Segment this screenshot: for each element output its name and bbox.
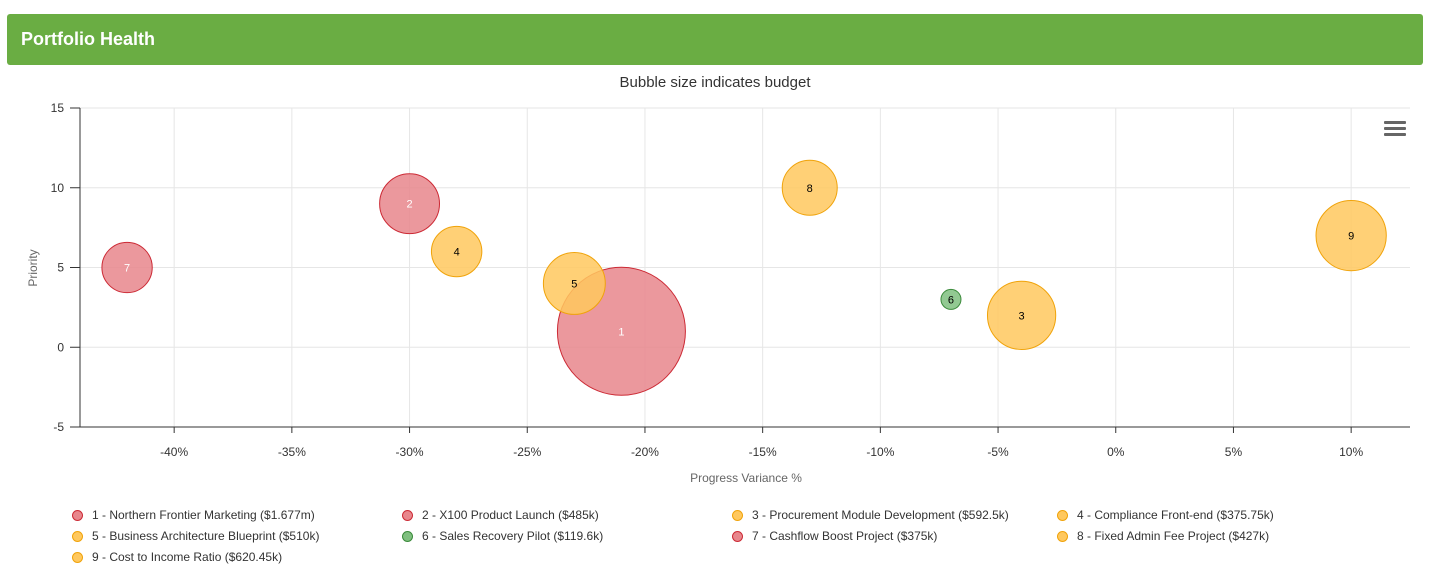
legend-label: 3 - Procurement Module Development ($592… (752, 508, 1009, 522)
legend-item-2[interactable]: 2 - X100 Product Launch ($485k) (402, 508, 599, 522)
legend-label: 9 - Cost to Income Ratio ($620.45k) (92, 550, 283, 564)
legend-label: 5 - Business Architecture Blueprint ($51… (92, 529, 320, 543)
x-tick-label: -20% (631, 445, 659, 459)
chart-axes: -40% -35% -30% -25% -20% -15% -10% -5% 0% 5% 10% -5… (51, 101, 1410, 459)
bubble-label: 5 (571, 278, 577, 290)
bubble-label: 2 (406, 199, 412, 211)
legend-swatch (72, 530, 83, 542)
legend-item-4[interactable]: 4 - Compliance Front-end ($375.75k) (1057, 508, 1274, 522)
legend-swatch (732, 530, 743, 542)
legend-item-5[interactable]: 5 - Business Architecture Blueprint ($51… (72, 529, 319, 543)
bubble-circle[interactable] (379, 173, 441, 235)
x-tick-label: 0% (1107, 445, 1125, 459)
legend-row: 1 - Northern Frontier Marketing ($1.677m… (72, 508, 1412, 529)
x-tick-label: 10% (1339, 445, 1363, 459)
hamburger-menu-icon[interactable] (1383, 120, 1407, 140)
bubble-label: 1 (618, 326, 624, 338)
y-tick-label: 5 (57, 261, 64, 275)
bubble-label: 9 (1348, 231, 1354, 243)
y-tick-label: 15 (51, 101, 65, 115)
legend-row: 5 - Business Architecture Blueprint ($51… (72, 529, 1412, 550)
y-tick-label: -5 (53, 420, 64, 434)
chart-bubbles: 1 2 3 4 5 6 7 8 9 (101, 159, 1387, 396)
bubble-9[interactable]: 9 (1315, 199, 1387, 272)
bubble-circle[interactable] (430, 225, 483, 278)
legend-label: 2 - X100 Product Launch ($485k) (422, 508, 599, 522)
x-tick-label: -40% (160, 445, 188, 459)
legend-item-6[interactable]: 6 - Sales Recovery Pilot ($119.6k) (402, 529, 603, 543)
bubble-chart: -40% -35% -30% -25% -20% -15% -10% -5% 0% 5% 10% -5… (26, 74, 1410, 485)
legend-label: 7 - Cashflow Boost Project ($375k) (752, 529, 938, 543)
panel-header: Portfolio Health (7, 14, 1423, 65)
legend-label: 1 - Northern Frontier Marketing ($1.677m… (92, 508, 315, 522)
bubble-circle[interactable] (940, 288, 962, 310)
legend-swatch (1057, 530, 1068, 542)
legend-item-9[interactable]: 9 - Cost to Income Ratio ($620.45k) (72, 550, 282, 564)
bubble-3[interactable]: 3 (986, 280, 1057, 350)
bubble-label: 4 (454, 247, 460, 259)
bubble-7[interactable]: 7 (101, 241, 153, 294)
legend-label: 8 - Fixed Admin Fee Project ($427k) (1077, 529, 1270, 543)
x-tick-label: -15% (749, 445, 777, 459)
legend-swatch (732, 509, 743, 521)
bubble-4[interactable]: 4 (430, 225, 483, 278)
bubble-circle[interactable] (781, 159, 838, 216)
bubble-label: 8 (807, 183, 813, 195)
legend-swatch (1057, 509, 1068, 521)
legend-item-3[interactable]: 3 - Procurement Module Development ($592… (732, 508, 1009, 522)
legend-swatch (72, 551, 83, 563)
x-tick-label: 5% (1225, 445, 1243, 459)
bubble-6[interactable]: 6 (940, 288, 962, 310)
y-tick-label: 10 (51, 181, 65, 195)
bubble-circle[interactable] (101, 241, 153, 294)
legend-label: 6 - Sales Recovery Pilot ($119.6k) (422, 529, 604, 543)
y-axis-label: Priority (26, 249, 40, 286)
x-tick-label: -5% (987, 445, 1009, 459)
bubble-5[interactable]: 5 (542, 251, 606, 315)
y-tick-label: 0 (57, 340, 64, 354)
legend-item-7[interactable]: 7 - Cashflow Boost Project ($375k) (732, 529, 937, 543)
chart-title: Bubble size indicates budget (620, 74, 812, 91)
bubble-label: 6 (948, 294, 954, 306)
panel-title: Portfolio Health (21, 29, 155, 49)
bubble-2[interactable]: 2 (379, 173, 441, 235)
bubble-circle[interactable] (542, 251, 606, 315)
legend-label: 4 - Compliance Front-end ($375.75k) (1077, 508, 1274, 522)
chart-legend: 1 - Northern Frontier Marketing ($1.677m… (72, 508, 1412, 571)
legend-swatch (402, 530, 413, 542)
legend-item-1[interactable]: 1 - Northern Frontier Marketing ($1.677m… (72, 508, 315, 522)
bubble-label: 3 (1019, 310, 1025, 322)
x-tick-label: -35% (278, 445, 306, 459)
bubble-circle[interactable] (1315, 199, 1387, 272)
bubble-8[interactable]: 8 (781, 159, 838, 216)
x-tick-label: -25% (513, 445, 541, 459)
legend-swatch (402, 509, 413, 521)
chart-grid (80, 107, 1410, 428)
legend-row: 9 - Cost to Income Ratio ($620.45k) (72, 550, 1412, 571)
x-axis-label: Progress Variance % (690, 471, 802, 485)
x-tick-label: -30% (396, 445, 424, 459)
bubble-label: 7 (124, 263, 130, 275)
legend-swatch (72, 509, 83, 521)
x-tick-label: -10% (866, 445, 894, 459)
legend-item-8[interactable]: 8 - Fixed Admin Fee Project ($427k) (1057, 529, 1269, 543)
bubble-circle[interactable] (986, 280, 1057, 350)
